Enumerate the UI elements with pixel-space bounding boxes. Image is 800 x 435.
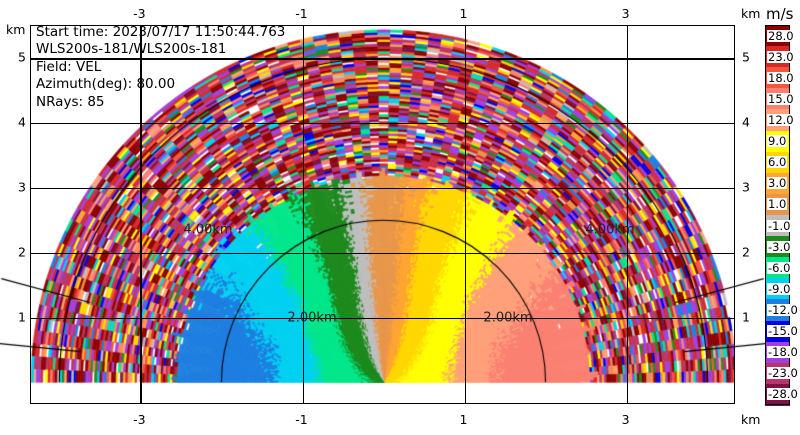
- x-axis-tick-top: 3: [621, 6, 630, 21]
- axis-unit-bottom-right: km: [741, 412, 761, 427]
- colorbar-tick-label: 12.0: [767, 113, 795, 127]
- colorbar-tick-label: -15.0: [767, 324, 799, 339]
- range-ring-label: 2.00km: [287, 310, 337, 326]
- colorbar-tick-label: -1.0: [767, 218, 792, 233]
- gridline-vertical: [626, 26, 628, 403]
- y-axis-tick-left: 4: [18, 114, 26, 130]
- colorbar-tick-label: 3.0: [767, 176, 788, 191]
- y-axis-tick-right: 4: [742, 114, 750, 130]
- x-axis-tick-top: -1: [295, 6, 308, 21]
- colorbar-tick-label: -18.0: [767, 345, 799, 360]
- range-ring-label: 4.00km: [585, 222, 635, 238]
- colorbar-tick-label: 15.0: [767, 91, 795, 106]
- gridline-vertical: [302, 26, 304, 403]
- y-axis-tick-left: 2: [18, 244, 26, 260]
- colorbar-tick-label: -9.0: [767, 281, 792, 296]
- x-axis-tick-bottom: 3: [621, 412, 630, 427]
- gridline-horizontal: [31, 317, 734, 319]
- gridline-horizontal: [31, 188, 734, 190]
- colorbar-tick-label: 28.0: [767, 28, 795, 43]
- colorbar-tick-label: 18.0: [767, 70, 795, 85]
- colorbar-tick-label: -12.0: [767, 303, 799, 317]
- y-axis-tick-left: 1: [18, 309, 26, 325]
- colorbar-tick-label: -23.0: [767, 366, 799, 381]
- range-ring-label: 2.00km: [483, 310, 533, 326]
- x-axis-tick-top: 1: [459, 6, 468, 21]
- y-axis-tick-right: 2: [742, 244, 750, 260]
- scan-nrays: NRays: 85: [36, 93, 105, 110]
- x-axis-tick-bottom: -1: [295, 412, 308, 427]
- colorbar-tick-label: 6.0: [767, 155, 788, 170]
- x-axis-tick-bottom: 1: [459, 412, 468, 427]
- colorbar-tick-label: -6.0: [767, 260, 792, 275]
- scan-start-time: Start time: 2023/07/17 11:50:44.763: [36, 24, 286, 40]
- x-axis-tick-top: -3: [133, 6, 146, 21]
- range-ring-label: 4.00km: [183, 222, 233, 238]
- colorbar-tick-label: -28.0: [767, 387, 799, 402]
- colorbar-unit-label: m/s: [766, 5, 794, 23]
- y-axis-tick-right: 3: [742, 179, 750, 195]
- y-axis-tick-right: 5: [742, 49, 750, 65]
- scan-azimuth: Azimuth(deg): 80.00: [36, 76, 176, 93]
- scan-field: Field: VEL: [36, 58, 102, 75]
- colorbar-tick-label: 1.0: [767, 197, 788, 212]
- scan-instrument: WLS200s-181/WLS200s-181: [36, 41, 227, 58]
- colorbar-tick-label: -3.0: [767, 239, 792, 254]
- scan-info-block: Start time: 2023/07/17 11:50:44.763 WLS2…: [36, 24, 285, 111]
- axis-unit-top-left: km: [6, 22, 26, 37]
- axis-unit-top-right: km: [741, 6, 761, 21]
- y-axis-tick-left: 5: [18, 49, 26, 65]
- y-axis-tick-right: 1: [742, 309, 750, 325]
- colorbar-tick-label: 23.0: [767, 49, 795, 64]
- gridline-horizontal: [31, 252, 734, 254]
- gridline-vertical: [464, 26, 466, 403]
- colorbar-tick-label: 9.0: [767, 134, 788, 149]
- gridline-horizontal: [31, 123, 734, 125]
- x-axis-tick-bottom: -3: [133, 412, 146, 427]
- y-axis-tick-left: 3: [18, 179, 26, 195]
